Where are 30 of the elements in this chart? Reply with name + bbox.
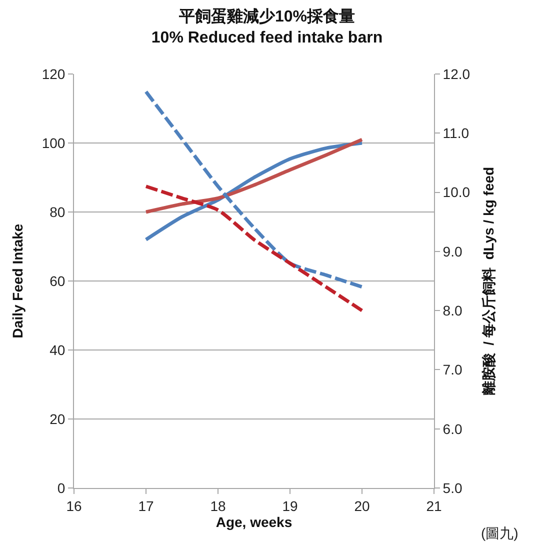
y-axis-title: Daily Feed Intake <box>9 224 26 338</box>
text: (圖九) <box>481 525 518 541</box>
x-tick-label: 18 <box>210 498 226 514</box>
x-tick-label: 19 <box>282 498 298 514</box>
y-tick-label: 0 <box>57 480 66 496</box>
y-tick-label: 80 <box>50 204 66 220</box>
chart-title: 平飼蛋雞減少10%採食量 <box>178 8 356 26</box>
y-tick-label: 100 <box>42 134 66 151</box>
y2-tick-label: 7.0 <box>442 362 462 378</box>
y2-tick-label: 11.0 <box>442 125 470 142</box>
y2-tick-label: 6.0 <box>442 420 462 437</box>
y-tick-label: 20 <box>50 410 66 427</box>
line-series <box>144 138 364 214</box>
line-series <box>144 184 364 312</box>
line-series <box>144 90 364 289</box>
y-tick-label: 120 <box>42 66 66 82</box>
y2-tick-label: 9.0 <box>442 243 462 260</box>
x-tick-label: 20 <box>354 498 370 514</box>
y2-tick-label: 12.0 <box>442 66 470 82</box>
y2-tick-label: 10.0 <box>442 184 470 200</box>
x-axis-title: Age, weeks <box>216 514 292 530</box>
x-tick-label: 17 <box>138 498 154 514</box>
y2-tick-label: 8.0 <box>442 302 462 318</box>
y-tick-label: 60 <box>50 272 66 289</box>
chart-subtitle: 10% Reduced feed intake barn <box>151 29 383 46</box>
y2-tick-label: 5.0 <box>442 480 462 496</box>
y-tick-label: 40 <box>50 342 66 358</box>
x-tick-label: 21 <box>426 498 442 514</box>
y2-axis-title: 離胺酸 / 每公斤飼料 dLys / kg feed <box>480 166 497 396</box>
x-tick-label: 16 <box>66 498 82 514</box>
